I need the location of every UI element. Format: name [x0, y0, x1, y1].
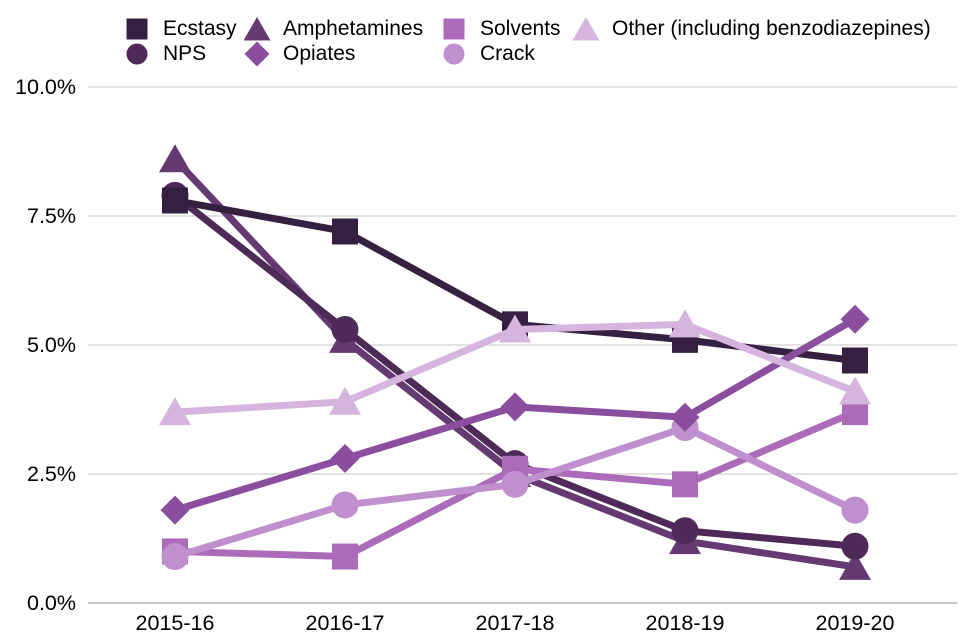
data-point-amphetamines-2019-20	[839, 551, 871, 580]
legend-label-nps: NPS	[163, 42, 207, 65]
data-point-ecstasy-2016-17	[332, 218, 358, 245]
data-point-ecstasy-2015-16	[162, 187, 188, 214]
data-point-other-including-benzodiazepines-2019-20	[839, 376, 871, 405]
legend-label-opiates: Opiates	[283, 42, 356, 65]
data-point-nps-2016-17	[331, 316, 359, 344]
data-point-other-including-benzodiazepines-2017-18	[499, 314, 531, 343]
data-point-opiates-2017-18	[500, 392, 530, 422]
y-axis-tick-label: 0.0%	[27, 591, 76, 615]
data-point-other-including-benzodiazepines-2016-17	[329, 386, 361, 415]
triangle-icon	[572, 17, 600, 41]
legend-label-crack: Crack	[480, 42, 535, 65]
legend-item-opiates: Opiates	[242, 41, 355, 67]
x-axis-tick-label: 2017-18	[476, 611, 555, 635]
legend-label-amphetamines: Amphetamines	[283, 17, 424, 40]
series-other-including-benzodiazepines	[159, 309, 871, 426]
data-point-crack-2017-18	[501, 470, 529, 498]
y-axis-tick-label: 7.5%	[27, 204, 76, 228]
legend-item-amphetamines: Amphetamines	[242, 16, 423, 42]
data-point-opiates-2019-20	[840, 304, 870, 334]
legend-item-solvents: Solvents	[439, 16, 561, 42]
data-point-opiates-2018-19	[670, 402, 700, 432]
series-crack	[161, 414, 869, 571]
x-axis-tick-label: 2016-17	[306, 611, 385, 635]
diamond-icon	[244, 41, 270, 67]
x-axis-tick-label: 2019-20	[816, 611, 895, 635]
legend-label-other-including-benzodiazepines: Other (including benzodiazepines)	[612, 17, 931, 40]
series-amphetamines	[159, 144, 871, 580]
data-point-opiates-2015-16	[160, 495, 190, 525]
y-axis-tick-label: 2.5%	[27, 462, 76, 486]
x-axis-tick-label: 2015-16	[136, 611, 215, 635]
data-point-other-including-benzodiazepines-2015-16	[159, 397, 191, 426]
square-icon	[443, 18, 465, 40]
legend-label-ecstasy: Ecstasy	[163, 17, 237, 40]
chart-legend: Ecstasy Amphetamines Solvents Other (includ…	[0, 0, 960, 80]
legend-item-crack: Crack	[439, 41, 535, 67]
data-point-other-including-benzodiazepines-2018-19	[669, 309, 701, 338]
data-point-solvents-2016-17	[332, 543, 358, 570]
data-point-nps-2019-20	[841, 532, 869, 560]
y-axis-tick-label: 5.0%	[27, 333, 76, 357]
circle-icon	[126, 43, 148, 65]
legend-item-other-including-benzodiazepines: Other (including benzodiazepines)	[571, 16, 931, 42]
data-point-ecstasy-2019-20	[842, 347, 868, 374]
y-axis-tick-label: 10.0%	[15, 75, 76, 99]
triangle-icon	[243, 17, 271, 41]
data-point-crack-2019-20	[841, 496, 869, 524]
legend-item-ecstasy: Ecstasy	[122, 16, 237, 42]
data-point-nps-2018-19	[671, 517, 699, 545]
data-point-crack-2015-16	[161, 543, 189, 571]
x-axis-tick-label: 2018-19	[646, 611, 725, 635]
square-icon	[126, 18, 148, 40]
data-point-amphetamines-2015-16	[159, 144, 191, 173]
data-point-solvents-2018-19	[672, 471, 698, 498]
data-point-crack-2016-17	[331, 491, 359, 519]
data-point-opiates-2016-17	[330, 444, 360, 474]
legend-label-solvents: Solvents	[480, 17, 561, 40]
series-opiates	[160, 304, 870, 525]
circle-icon	[443, 43, 465, 65]
legend-item-nps: NPS	[122, 41, 206, 67]
